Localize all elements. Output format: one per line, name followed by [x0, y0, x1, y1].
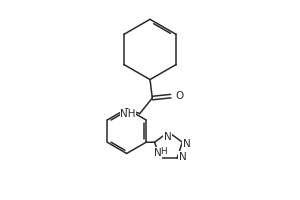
Text: N: N: [183, 139, 190, 149]
Text: N: N: [154, 148, 161, 158]
Text: NH: NH: [120, 109, 136, 119]
Text: N: N: [164, 132, 171, 142]
Text: N: N: [178, 152, 186, 162]
Text: O: O: [175, 91, 183, 101]
Text: H: H: [160, 147, 167, 156]
